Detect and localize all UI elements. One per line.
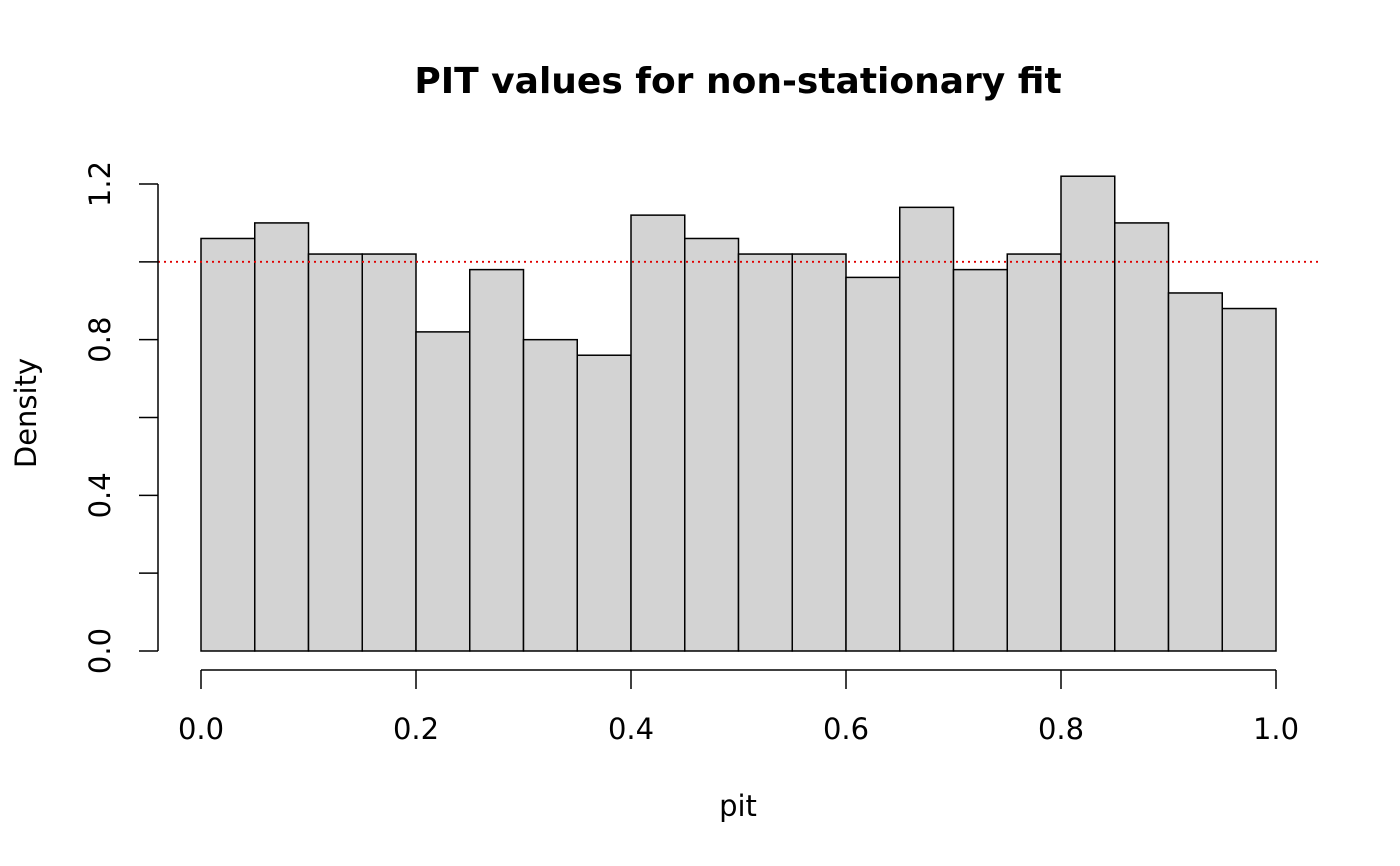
x-tick-label: 0.0 <box>178 712 224 746</box>
histogram-bar <box>737 253 793 652</box>
y-axis: 0.0 0.4 0.8 1.2 <box>83 161 159 674</box>
bars-group <box>200 175 1277 652</box>
x-tick-label: 0.6 <box>823 712 869 746</box>
histogram-bar <box>307 253 363 652</box>
y-tick-label: 0.0 <box>83 628 117 674</box>
x-tick-label: 0.2 <box>393 712 439 746</box>
histogram-bar <box>254 222 310 652</box>
histogram-bar <box>1167 292 1223 652</box>
histogram-bar <box>899 206 955 652</box>
x-axis: 0.0 0.2 0.4 0.6 0.8 1.0 <box>178 669 1299 746</box>
y-tick-label: 1.2 <box>83 161 117 207</box>
histogram-bar <box>684 237 740 652</box>
histogram-bar <box>361 253 417 652</box>
histogram-bar <box>576 354 632 652</box>
y-axis-label: Density <box>9 358 43 468</box>
histogram-bar <box>200 237 256 652</box>
histogram-bar <box>845 276 901 652</box>
y-tick-label: 0.8 <box>83 317 117 363</box>
x-tick-label: 1.0 <box>1253 712 1299 746</box>
histogram-bar <box>1006 253 1062 652</box>
histogram-bar <box>1060 175 1116 652</box>
y-tick-label: 0.4 <box>83 472 117 518</box>
chart-title: PIT values for non-stationary fit <box>414 61 1061 102</box>
histogram-bar <box>952 268 1008 652</box>
histogram-bar <box>469 268 525 652</box>
histogram-bar <box>1114 222 1170 652</box>
histogram-bar <box>630 214 686 652</box>
histogram-bar <box>791 253 847 652</box>
histogram-bar <box>415 331 471 652</box>
x-tick-label: 0.4 <box>608 712 654 746</box>
x-axis-label: pit <box>719 789 757 823</box>
x-tick-label: 0.8 <box>1038 712 1084 746</box>
histogram-bar <box>522 338 578 652</box>
histogram-bar <box>1221 307 1277 652</box>
